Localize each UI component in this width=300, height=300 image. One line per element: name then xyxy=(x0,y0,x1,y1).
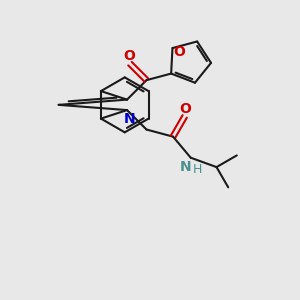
Text: H: H xyxy=(193,163,202,176)
Text: O: O xyxy=(179,102,191,116)
Text: N: N xyxy=(180,160,192,173)
Text: O: O xyxy=(123,49,135,63)
Text: O: O xyxy=(173,45,185,59)
Text: N: N xyxy=(124,112,136,126)
